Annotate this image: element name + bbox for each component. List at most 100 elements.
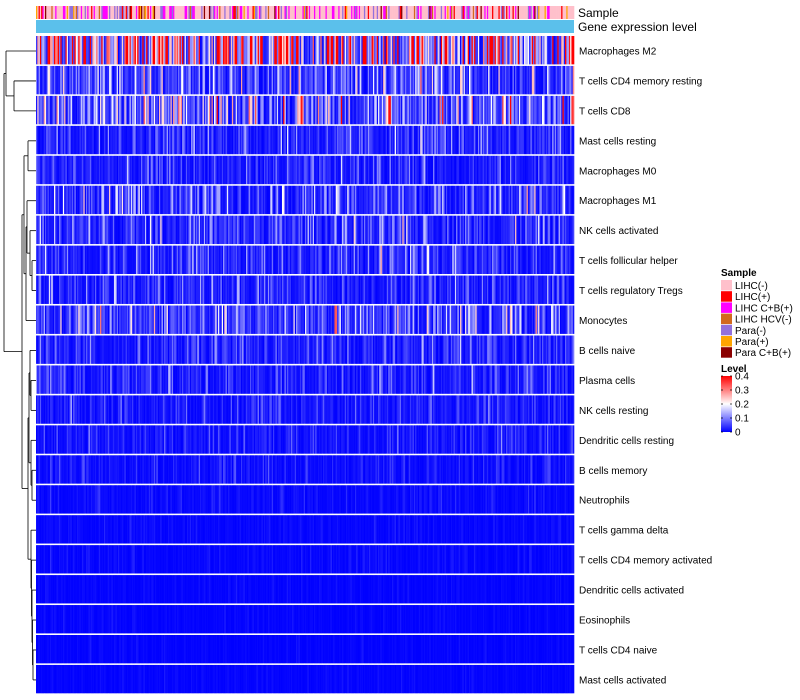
heatmap-cell: [553, 155, 556, 185]
heatmap-cell: [96, 245, 98, 274]
heatmap-cell: [197, 36, 199, 65]
heatmap-cell: [143, 305, 146, 334]
heatmap-cell: [92, 185, 94, 215]
heatmap-cell: [121, 65, 124, 95]
heatmap-cell: [506, 125, 508, 155]
heatmap-cell: [390, 245, 393, 274]
heatmap-cell: [174, 245, 176, 274]
heatmap-cell: [486, 185, 489, 215]
heatmap-cell: [479, 125, 481, 155]
heatmap-cell: [226, 95, 229, 125]
sample-annotation-cell: [422, 6, 425, 19]
heatmap-cell: [503, 185, 506, 215]
heatmap-cell: [370, 125, 372, 155]
heatmap-cell: [567, 95, 570, 125]
heatmap-cell: [128, 95, 130, 125]
heatmap-cell: [399, 185, 402, 215]
heatmap-cell: [160, 155, 162, 185]
heatmap-cell: [183, 185, 185, 215]
heatmap-cell: [474, 275, 476, 304]
heatmap-cell: [376, 65, 379, 95]
heatmap-cell: [249, 155, 252, 185]
heatmap-cell: [219, 215, 221, 245]
heatmap-cell: [196, 95, 198, 125]
heatmap-cell: [251, 95, 253, 125]
heatmap-cell: [83, 305, 85, 334]
heatmap-cell: [89, 275, 92, 304]
heatmap-cell: [562, 65, 565, 95]
heatmap-cell: [403, 275, 406, 304]
heatmap-cell: [257, 36, 260, 65]
heatmap-cell: [221, 36, 224, 65]
heatmap-cell: [78, 155, 80, 185]
heatmap-cell: [188, 95, 191, 125]
heatmap-cell: [114, 185, 116, 215]
heatmap-cell: [376, 275, 379, 304]
heatmap-cell: [151, 215, 153, 245]
heatmap-cell: [348, 65, 351, 95]
heatmap-cell: [112, 125, 115, 155]
heatmap-cell: [184, 95, 187, 125]
heatmap-cell: [392, 65, 394, 95]
heatmap-cell: [316, 125, 319, 155]
heatmap-cell: [185, 125, 188, 155]
sample-annotation-cell: [157, 6, 160, 19]
heatmap-cell: [143, 155, 146, 185]
heatmap-cell: [544, 215, 547, 245]
heatmap-cell: [132, 125, 134, 155]
heatmap-cell: [271, 125, 274, 155]
heatmap-cell: [180, 36, 183, 65]
heatmap-cell: [325, 36, 328, 65]
heatmap-cell: [375, 125, 378, 155]
heatmap-cell: [225, 36, 228, 65]
heatmap-cell: [296, 65, 298, 95]
sample-annotation-cell: [50, 6, 52, 19]
heatmap-cell: [76, 245, 79, 274]
heatmap-cell: [322, 36, 325, 65]
heatmap-cell: [270, 215, 272, 245]
heatmap-cell: [139, 125, 142, 155]
heatmap-cell: [340, 245, 343, 274]
heatmap-cell: [480, 245, 483, 274]
heatmap-cell: [308, 36, 311, 65]
heatmap-cell: [453, 275, 456, 304]
heatmap-cell: [367, 245, 370, 274]
heatmap-cell: [313, 36, 316, 65]
sample-annotation-cell: [44, 6, 47, 19]
sample-annotation-cell: [175, 6, 178, 19]
heatmap-cell: [436, 185, 439, 215]
heatmap-cell: [340, 95, 343, 125]
heatmap-cell: [199, 65, 202, 95]
heatmap-cell: [407, 245, 410, 274]
heatmap-cell: [141, 155, 143, 185]
heatmap-cell: [130, 36, 133, 65]
sample-annotation-cell: [60, 6, 62, 19]
heatmap-cell: [112, 36, 115, 65]
heatmap-cell: [562, 155, 565, 185]
heatmap-cell: [253, 155, 256, 185]
heatmap-cell: [83, 36, 85, 65]
heatmap-cell: [124, 305, 126, 334]
heatmap-cell: [231, 95, 234, 125]
heatmap-cell: [503, 95, 506, 125]
sample-annotation-cell: [526, 6, 529, 19]
heatmap-cell: [44, 36, 47, 65]
heatmap-cell: [98, 95, 101, 125]
heatmap-cell: [531, 185, 534, 215]
heatmap-cell: [379, 36, 381, 65]
heatmap-cell: [62, 275, 65, 304]
heatmap-cell: [155, 185, 157, 215]
gene-expression-track-label: Gene expression level: [578, 20, 697, 34]
sample-annotation-cell: [296, 6, 298, 19]
heatmap-cell: [508, 125, 511, 155]
heatmap-cell: [215, 95, 217, 125]
heatmap-cell: [207, 185, 210, 215]
heatmap-cell: [107, 155, 110, 185]
heatmap-cell: [82, 125, 84, 155]
heatmap-cell: [107, 65, 110, 95]
heatmap-cell: [476, 245, 479, 274]
heatmap-cell: [225, 185, 228, 215]
heatmap-cell: [449, 245, 452, 274]
heatmap-cell: [302, 36, 305, 65]
heatmap-cell: [433, 95, 435, 125]
